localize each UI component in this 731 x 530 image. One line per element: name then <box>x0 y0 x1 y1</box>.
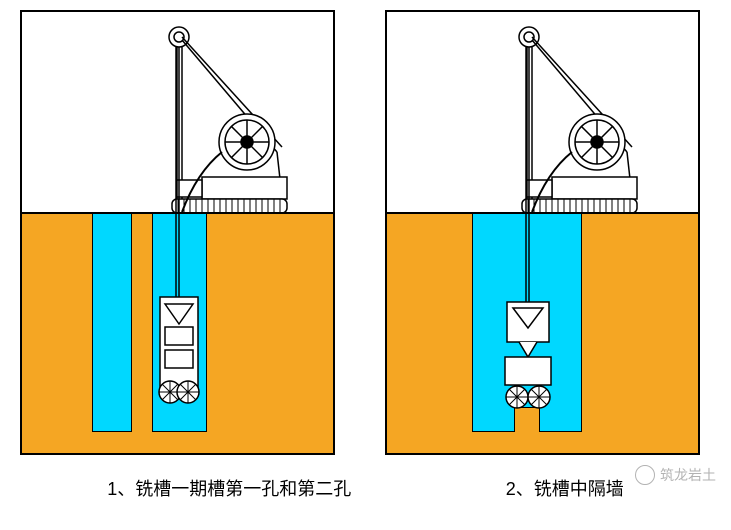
caption-1: 1、铣槽一期槽第一孔和第二孔 <box>107 475 351 501</box>
rig-1 <box>22 12 335 455</box>
watermark-text: 筑龙岩土 <box>660 465 716 485</box>
ground-line-2 <box>387 212 698 214</box>
ground-line-1 <box>22 212 333 214</box>
caption-2: 2、铣槽中隔墙 <box>506 475 624 501</box>
watermark-icon <box>635 465 655 485</box>
panel-2 <box>385 10 700 455</box>
watermark: 筑龙岩土 <box>635 465 716 485</box>
panel-1 <box>20 10 335 455</box>
diagram-container <box>0 0 731 455</box>
rig-2 <box>387 12 700 455</box>
captions-row: 1、铣槽一期槽第一孔和第二孔 2、铣槽中隔墙 <box>0 475 731 501</box>
